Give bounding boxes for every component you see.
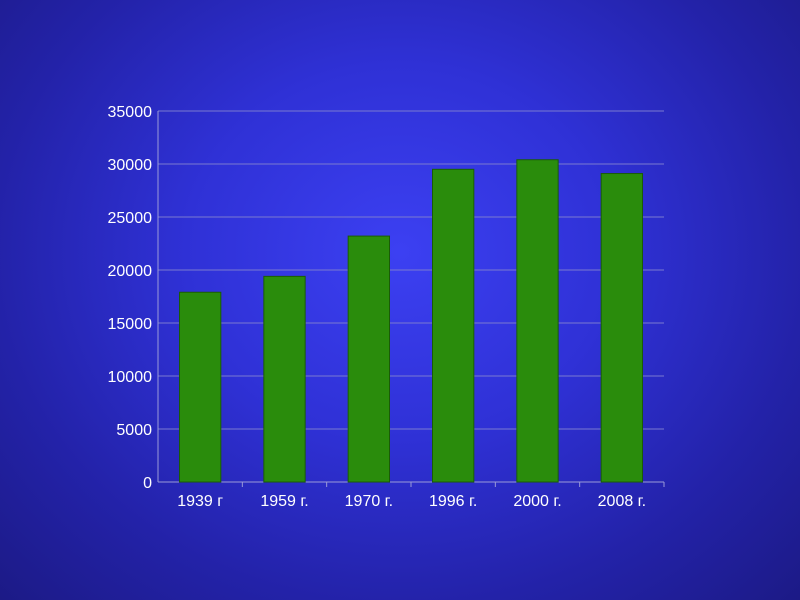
- y-tick-label: 0: [143, 475, 152, 492]
- y-tick-label: 10000: [108, 369, 153, 386]
- x-tick-label: 2000 г.: [513, 493, 561, 510]
- x-tick-label: 1970 г.: [345, 493, 393, 510]
- x-tick-label: 1996 г.: [429, 493, 477, 510]
- x-tick-label: 1959 г.: [260, 493, 308, 510]
- y-tick-label: 25000: [108, 210, 153, 227]
- y-tick-label: 30000: [108, 157, 153, 174]
- y-tick-label: 5000: [116, 422, 152, 439]
- x-tick-label: 2008 г.: [598, 493, 646, 510]
- bar: [432, 168, 475, 483]
- bar: [516, 159, 559, 483]
- y-tick-label: 20000: [108, 263, 153, 280]
- y-tick-label: 15000: [108, 316, 153, 333]
- bar: [179, 291, 222, 483]
- bar: [600, 173, 643, 483]
- y-tick-label: 35000: [108, 104, 153, 121]
- x-tick-label: 1939 г: [177, 493, 223, 510]
- bar: [347, 235, 390, 483]
- bar: [263, 275, 306, 483]
